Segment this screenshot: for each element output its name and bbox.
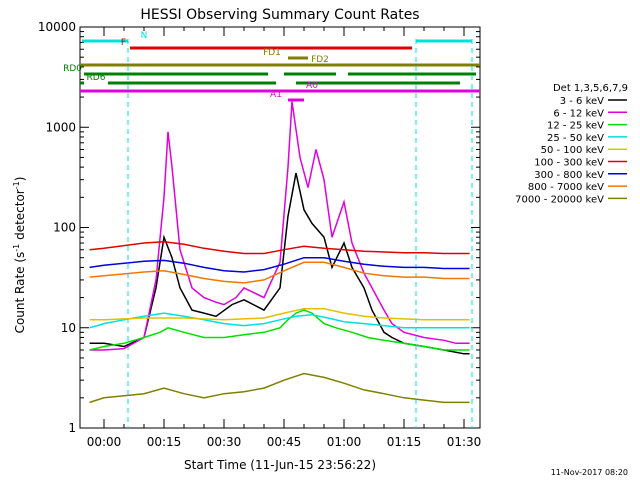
ylabel-group: Count Rate (s-1 detector-1)	[12, 177, 27, 334]
flag-label-rd0: RD0	[63, 64, 82, 74]
x-axis-label: Start Time (11-Jun-15 23:56:22)	[184, 458, 376, 472]
flag-label-a0: A0	[306, 81, 318, 91]
series-line-7	[89, 256, 470, 273]
y-tick-label: 1	[68, 421, 76, 435]
series-line-5	[89, 307, 470, 321]
legend-entry-label: 6 - 12 keV	[553, 108, 604, 119]
legend-entry-label: 800 - 7000 keV	[528, 182, 604, 193]
x-tick-label: 00:30	[207, 435, 242, 449]
flag-label-rd6: RD6	[87, 73, 106, 83]
x-tick-label: 00:45	[267, 435, 302, 449]
chart-title: HESSI Observing Summary Count Rates	[140, 7, 419, 23]
flag-label-fd2: FD2	[311, 55, 329, 65]
legend-entry-label: 25 - 50 keV	[547, 133, 604, 144]
series-line-6	[89, 241, 470, 255]
x-tick-label: 00:00	[87, 435, 122, 449]
y-tick-label: 10	[61, 321, 76, 335]
legend-entry-label: 100 - 300 keV	[534, 158, 604, 169]
y-axis-label: Count Rate (s-1 detector-1)	[12, 177, 27, 334]
flag-label-fd1: FD1	[263, 48, 281, 58]
plot-area: 1 10 100 1000 10000 00:00 00:15 00:30 00:45 01:00…	[38, 20, 627, 449]
x-tick-label: 01:00	[327, 435, 362, 449]
x-tick-label: 01:15	[387, 435, 422, 449]
series-line-2	[89, 101, 470, 351]
legend-title: Det 1,3,5,6,7,9	[553, 83, 628, 94]
flag-label-f: F	[121, 38, 126, 48]
legend-entry-label: 3 - 6 keV	[560, 96, 604, 107]
flag-label-a1: A1	[270, 90, 282, 100]
legend-entry-label: 300 - 800 keV	[534, 170, 604, 181]
y-tick-label: 10000	[38, 20, 76, 34]
series-line-4	[89, 312, 470, 329]
series-line-8	[89, 261, 470, 284]
footer-date: 11-Nov-2017 08:20	[551, 468, 628, 477]
flag-label-n: N	[141, 31, 148, 41]
y-tick-label: 100	[53, 221, 76, 235]
series-line-1	[89, 172, 470, 355]
legend-entry-label: 7000 - 20000 keV	[515, 194, 604, 205]
plot-frame	[79, 26, 481, 429]
legend-entry-label: 50 - 100 keV	[541, 145, 605, 156]
series-line-9	[89, 372, 470, 404]
y-tick-label: 1000	[45, 120, 76, 134]
x-tick-label: 00:15	[147, 435, 182, 449]
x-tick-label: 01:30	[447, 435, 482, 449]
legend-entry-label: 12 - 25 keV	[547, 121, 604, 132]
